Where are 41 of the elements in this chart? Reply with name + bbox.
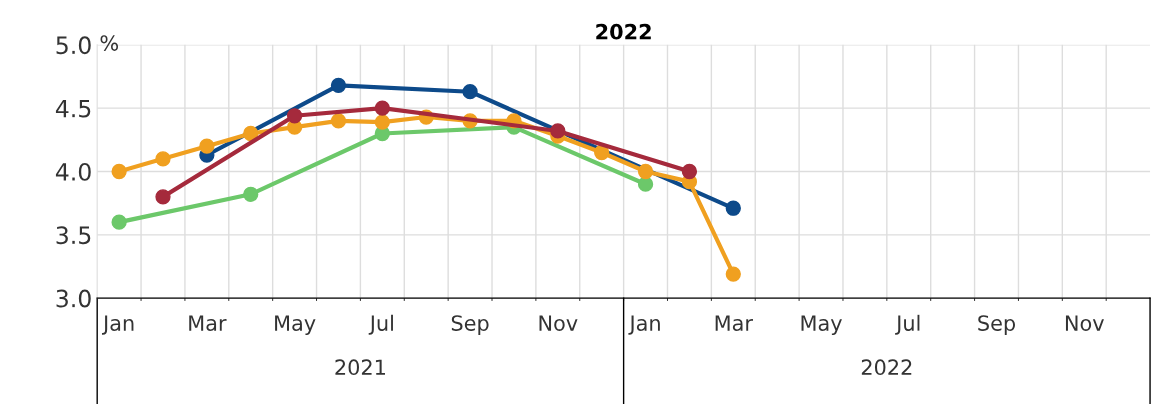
- x-tick-label: Mar: [715, 315, 753, 331]
- point: [725, 266, 741, 282]
- x-tick-label: Jul: [368, 314, 393, 335]
- x-tick-label: Jan: [101, 315, 134, 335]
- point: [330, 113, 347, 129]
- x-tick-label: May: [801, 315, 842, 335]
- x-tick-label: Mar: [189, 315, 227, 331]
- point: [111, 214, 127, 230]
- point: [199, 138, 215, 154]
- text: 2021: [335, 359, 385, 376]
- text: 2022: [861, 359, 912, 376]
- point: [681, 163, 698, 180]
- x-tick-label: Sep: [451, 315, 489, 335]
- point: [637, 163, 654, 180]
- point: [374, 114, 390, 130]
- x-tick-label: Jan: [628, 315, 660, 335]
- y-axis-title: %: [100, 35, 119, 51]
- point: [637, 176, 654, 192]
- point: [725, 200, 741, 216]
- point: [243, 125, 259, 142]
- x-tick-label: Jul: [895, 314, 920, 335]
- x-tick-label: Nov: [539, 315, 578, 331]
- y-tick-label: 4.0: [55, 162, 91, 181]
- point: [462, 84, 478, 100]
- y-tick-label: 3.0: [56, 289, 91, 308]
- point: [374, 100, 390, 116]
- y-tick-label: 3.5: [56, 226, 91, 245]
- x-tick-label: Sep: [978, 315, 1016, 335]
- chart-title: 2022: [596, 23, 651, 40]
- x-tick-label: Nov: [1065, 315, 1104, 331]
- point: [594, 144, 610, 161]
- point: [155, 189, 171, 205]
- point: [155, 151, 171, 167]
- point: [330, 77, 347, 94]
- point: [243, 186, 259, 202]
- point: [286, 108, 303, 124]
- y-tick-label: 5.0: [56, 36, 91, 55]
- point: [550, 123, 566, 139]
- point: [111, 163, 127, 180]
- y-tick-label: 4.5: [55, 99, 91, 118]
- x-tick-label: May: [275, 315, 316, 335]
